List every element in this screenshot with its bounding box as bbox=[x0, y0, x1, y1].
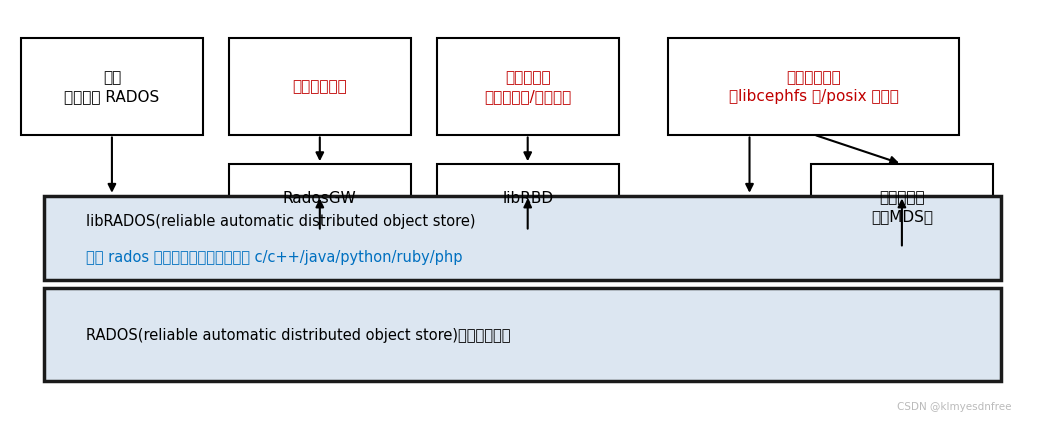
Bar bbox=[811, 164, 993, 249]
Text: 应用
直接访问 RADOS: 应用 直接访问 RADOS bbox=[65, 69, 160, 104]
Bar bbox=[437, 164, 619, 232]
Text: 访问 rados 对象存储系统的库，支持 c/c++/java/python/ruby/php: 访问 rados 对象存储系统的库，支持 c/c++/java/python/r… bbox=[86, 249, 463, 264]
Bar bbox=[229, 38, 411, 135]
Text: 对象存储接口: 对象存储接口 bbox=[293, 79, 347, 94]
Bar bbox=[437, 38, 619, 135]
Bar bbox=[21, 38, 203, 135]
Text: CSDN @klmyesdnfree: CSDN @klmyesdnfree bbox=[897, 400, 1012, 411]
Text: RadosGW: RadosGW bbox=[283, 191, 356, 206]
Bar bbox=[44, 196, 1001, 280]
Bar bbox=[229, 164, 411, 232]
Text: 块存储接口
（物理主机/虚拟机）: 块存储接口 （物理主机/虚拟机） bbox=[484, 69, 572, 104]
Text: 文件系统接口
（libcephfs 库/posix 接口）: 文件系统接口 （libcephfs 库/posix 接口） bbox=[728, 69, 899, 104]
Text: libRADOS(reliable automatic distributed object store): libRADOS(reliable automatic distributed … bbox=[86, 214, 475, 229]
Bar bbox=[668, 38, 959, 135]
Text: libRBD: libRBD bbox=[503, 191, 553, 206]
Bar bbox=[44, 289, 1001, 381]
Text: RADOS(reliable automatic distributed object store)对象存储系统: RADOS(reliable automatic distributed obj… bbox=[86, 328, 510, 343]
Text: 元数据服务
器（MDS）: 元数据服务 器（MDS） bbox=[870, 189, 933, 224]
